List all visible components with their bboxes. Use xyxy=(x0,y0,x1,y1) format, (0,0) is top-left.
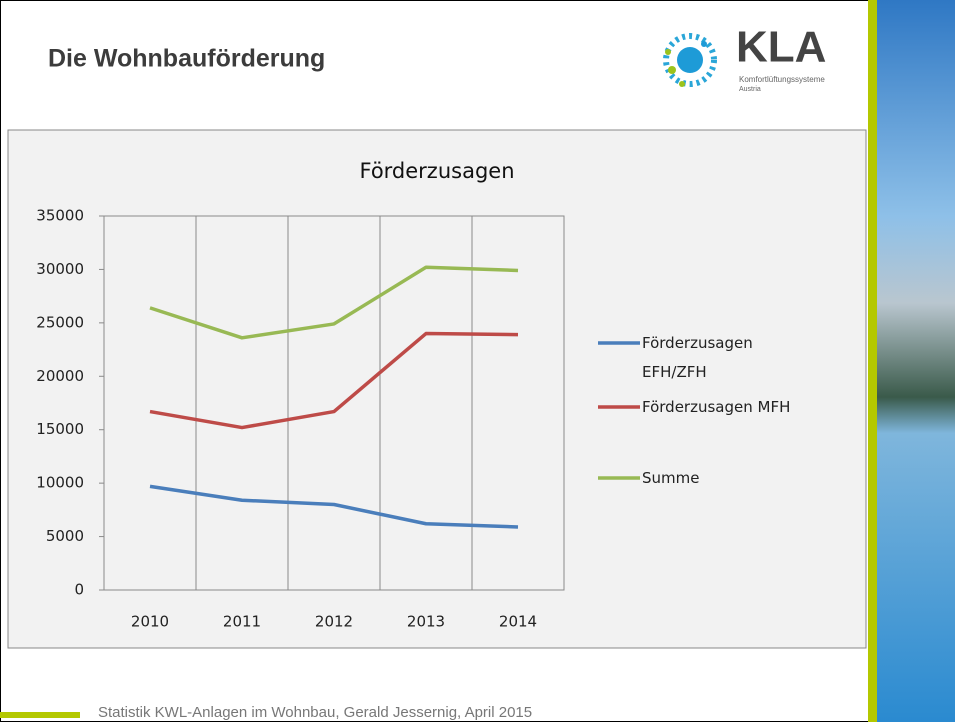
logo-subtitle: Komfortlüftungssysteme xyxy=(739,75,825,84)
y-tick-label: 25000 xyxy=(36,313,84,331)
slide: Die Wohnbauförderung KLA Komfortlüftungs… xyxy=(0,0,955,722)
y-tick-label: 30000 xyxy=(36,260,84,278)
legend-label: Förderzusagen EFH/ZFH xyxy=(642,329,762,387)
slide-title: Die Wohnbauförderung xyxy=(48,45,325,73)
y-tick-label: 35000 xyxy=(36,207,84,225)
y-tick-label: 5000 xyxy=(46,527,84,545)
footer-bar xyxy=(0,712,80,718)
y-tick-label: 15000 xyxy=(36,420,84,438)
y-tick-label: 10000 xyxy=(36,474,84,492)
logo-country: Austria xyxy=(739,86,761,93)
accent-bar xyxy=(868,0,877,722)
x-tick-label: 2014 xyxy=(499,613,537,631)
y-tick-label: 0 xyxy=(74,581,84,599)
chart: Die Wohnbauförderung KLA Komfortlüftungs… xyxy=(0,0,955,722)
chart-title: Förderzusagen xyxy=(359,159,514,183)
y-tick-label: 20000 xyxy=(36,367,84,385)
footer-text: Statistik KWL-Anlagen im Wohnbau, Gerald… xyxy=(98,704,532,721)
x-tick-label: 2013 xyxy=(407,613,445,631)
landscape-image xyxy=(877,0,955,722)
legend-label: Förderzusagen MFH xyxy=(642,393,862,422)
logo-text: KLA xyxy=(736,23,826,72)
x-tick-label: 2012 xyxy=(315,613,353,631)
x-tick-label: 2010 xyxy=(131,613,169,631)
x-tick-label: 2011 xyxy=(223,613,261,631)
chart-area xyxy=(8,130,866,648)
legend-label: Summe xyxy=(642,464,862,493)
